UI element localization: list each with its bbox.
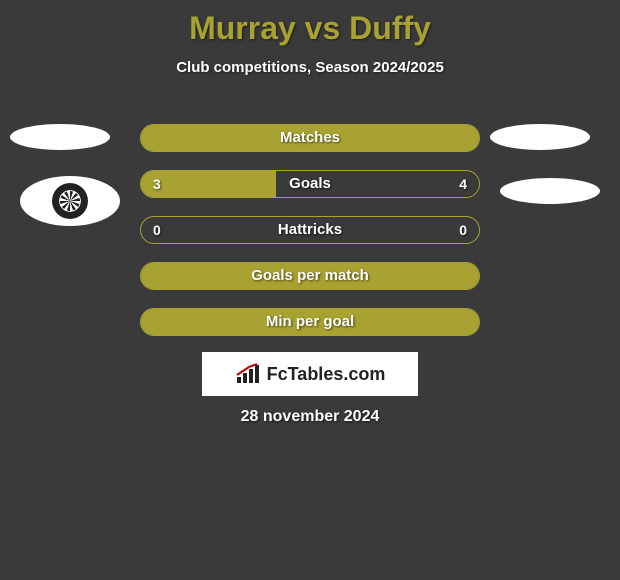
bar-label: Goals per match <box>141 263 479 289</box>
bar-row-goals-per-match: Goals per match <box>140 262 480 290</box>
bar-label: Matches <box>141 125 479 151</box>
bar-row-hattricks: Hattricks0 0 <box>140 216 480 244</box>
bar-row-goals: Goals3 4 <box>140 170 480 198</box>
bar-row-matches: Matches <box>140 124 480 152</box>
brand-text: FcTables.com <box>267 364 386 385</box>
bar-label: Goals <box>141 171 479 197</box>
ellipse-top-left <box>10 124 110 150</box>
ellipse-mid-right <box>500 178 600 204</box>
ellipse-top-right <box>490 124 590 150</box>
subtitle: Club competitions, Season 2024/2025 <box>0 59 620 76</box>
bar-value-right: 4 <box>459 171 467 197</box>
club-crest <box>20 176 120 226</box>
bar-value-right: 0 <box>459 217 467 243</box>
page-title: Murray vs Duffy <box>0 0 620 47</box>
bar-label: Hattricks <box>141 217 479 243</box>
bar-value-left: 0 <box>153 217 161 243</box>
branding-badge: FcTables.com <box>202 352 418 396</box>
bar-value-left: 3 <box>153 171 161 197</box>
comparison-bars: Matches Goals3 4 Hattricks0 0 Goals per match… <box>140 124 480 354</box>
chart-icon <box>235 363 261 385</box>
bar-label: Min per goal <box>141 309 479 335</box>
bar-row-min-per-goal: Min per goal <box>140 308 480 336</box>
crest-icon <box>52 183 88 219</box>
date-text: 28 november 2024 <box>0 408 620 426</box>
